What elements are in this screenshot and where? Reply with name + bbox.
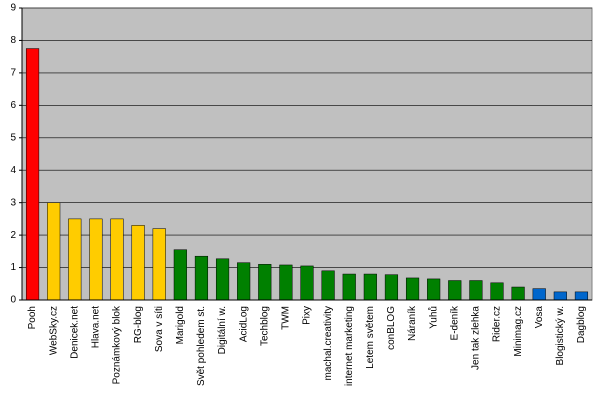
bar [68, 218, 82, 301]
x-tick-label: E-deník [449, 305, 460, 340]
bar [553, 291, 567, 301]
y-tick-label: 3 [10, 197, 16, 208]
x-tick-label: RG-blog [133, 306, 144, 343]
bar [110, 218, 124, 301]
bar [173, 249, 187, 301]
x-tick-label: Hlava.net [91, 306, 102, 348]
x-tick-label: Svět pohledem st. [196, 306, 207, 386]
x-tick-label: Denicek.net [69, 306, 80, 359]
bar [511, 286, 525, 301]
x-tick-label: Poznámkový blok [112, 305, 123, 384]
bar [490, 282, 504, 301]
bar [342, 273, 356, 301]
bar [89, 218, 103, 301]
y-tick-label: 7 [10, 68, 16, 79]
y-tick-label: 1 [10, 262, 16, 273]
bar [300, 265, 314, 301]
y-tick-label: 6 [10, 100, 16, 111]
x-tick-label: Digitální w. [217, 306, 228, 354]
bar [279, 264, 293, 301]
x-tick-label: Techblog [259, 306, 270, 346]
x-tick-label: AcidLog [238, 306, 249, 342]
x-tick-label: Rider.cz [492, 306, 503, 342]
x-tick-label: Minimag.cz [513, 306, 524, 357]
x-tick-label: Vosa [534, 306, 545, 329]
x-tick-label: Pooh [27, 306, 38, 329]
y-tick-label: 2 [10, 230, 16, 241]
bar [384, 274, 399, 301]
y-tick-label: 5 [10, 132, 16, 143]
x-tick-label: Náraník [407, 305, 418, 341]
bar [427, 278, 441, 301]
bar [532, 288, 546, 301]
bar [574, 291, 589, 301]
x-tick-label: machal.creativity [323, 306, 334, 380]
x-tick-label: Jen tak zlehka [471, 306, 482, 370]
x-tick-label: Pixy [302, 306, 313, 325]
y-tick-label: 9 [10, 3, 16, 14]
bar [363, 273, 377, 301]
bar [194, 255, 209, 301]
bar [47, 202, 61, 301]
y-tick-label: 8 [10, 35, 16, 46]
x-tick-label: Letem světem [365, 306, 376, 369]
x-tick-label: Sova v síti [154, 306, 165, 352]
bar [405, 277, 420, 301]
x-tick-label: TWM [281, 306, 292, 330]
bar [448, 280, 462, 301]
bar [469, 280, 483, 301]
x-tick-label: Marigold [175, 306, 186, 344]
x-tick-label: conBLOG [386, 306, 397, 350]
y-tick-label: 0 [10, 295, 16, 306]
bar [131, 225, 145, 301]
bar [215, 258, 230, 301]
bar [258, 264, 272, 301]
bar [152, 228, 166, 301]
x-tick-label: internet marketing [344, 306, 355, 386]
y-tick-label: 4 [10, 165, 16, 176]
x-tick-label: Dagblog [576, 306, 587, 343]
bar [237, 262, 251, 301]
x-tick-label: Blogistický w. [555, 306, 566, 365]
x-tick-label: Yuhů [427, 306, 439, 329]
bar [321, 270, 335, 301]
x-tick-label: WebSky.cz [48, 306, 59, 355]
bar [25, 48, 40, 301]
plot-area [21, 7, 593, 301]
